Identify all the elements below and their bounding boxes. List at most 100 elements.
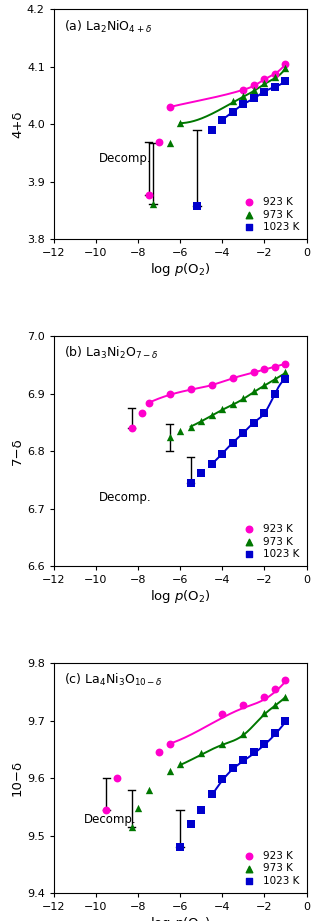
Point <box>272 66 277 81</box>
Point <box>283 56 288 71</box>
Point <box>188 475 193 490</box>
Point <box>209 122 214 137</box>
Point <box>241 88 246 103</box>
Point <box>283 673 288 688</box>
Point <box>140 406 145 421</box>
Point <box>209 787 214 802</box>
Point <box>156 745 161 760</box>
Point <box>230 370 235 385</box>
Point <box>241 697 246 712</box>
Point <box>230 94 235 109</box>
Point <box>220 706 225 721</box>
Point <box>251 83 256 98</box>
Point <box>167 429 172 444</box>
Point <box>262 72 267 87</box>
X-axis label: log $p$(O$_2$): log $p$(O$_2$) <box>150 915 210 921</box>
Point <box>251 415 256 430</box>
Point <box>272 386 277 401</box>
Point <box>283 713 288 728</box>
Point <box>167 386 172 401</box>
Point <box>199 802 204 817</box>
Point <box>209 457 214 472</box>
Point <box>262 736 267 751</box>
Point <box>209 408 214 423</box>
Point <box>272 79 277 94</box>
Point <box>167 736 172 751</box>
Point <box>251 745 256 760</box>
Point <box>262 76 267 90</box>
Point <box>167 135 172 150</box>
Point <box>262 406 267 421</box>
Text: (b) La$_3$Ni$_2$O$_{7-\delta}$: (b) La$_3$Ni$_2$O$_{7-\delta}$ <box>64 345 158 361</box>
Point <box>272 697 277 712</box>
Text: (c) La$_4$Ni$_3$O$_{10-\delta}$: (c) La$_4$Ni$_3$O$_{10-\delta}$ <box>64 672 163 688</box>
Point <box>262 84 267 99</box>
Point <box>251 384 256 399</box>
Point <box>262 705 267 720</box>
Point <box>241 83 246 98</box>
Point <box>104 802 109 817</box>
Point <box>230 104 235 119</box>
X-axis label: log $p$(O$_2$): log $p$(O$_2$) <box>150 262 210 278</box>
Point <box>220 772 225 787</box>
Point <box>241 426 246 440</box>
Point <box>283 61 288 76</box>
Y-axis label: 4+δ: 4+δ <box>11 111 24 138</box>
Point <box>283 689 288 704</box>
Point <box>209 378 214 392</box>
Point <box>272 359 277 374</box>
Point <box>167 99 172 114</box>
Legend: 923 K, 973 K, 1023 K: 923 K, 973 K, 1023 K <box>237 195 301 234</box>
X-axis label: log $p$(O$_2$): log $p$(O$_2$) <box>150 589 210 605</box>
Point <box>167 764 172 778</box>
Y-axis label: 7−δ: 7−δ <box>11 437 24 465</box>
Point <box>188 419 193 434</box>
Point <box>272 726 277 740</box>
Point <box>178 840 183 855</box>
Point <box>188 817 193 832</box>
Point <box>199 414 204 428</box>
Text: Decomp.: Decomp. <box>99 152 152 166</box>
Point <box>251 365 256 379</box>
Point <box>272 371 277 386</box>
Point <box>136 800 141 815</box>
Legend: 923 K, 973 K, 1023 K: 923 K, 973 K, 1023 K <box>237 522 301 561</box>
Point <box>114 771 119 786</box>
Point <box>272 70 277 85</box>
Text: (a) La$_2$NiO$_{4+\delta}$: (a) La$_2$NiO$_{4+\delta}$ <box>64 18 152 34</box>
Point <box>220 446 225 460</box>
Point <box>188 381 193 396</box>
Point <box>194 199 199 214</box>
Point <box>146 187 151 202</box>
Point <box>283 365 288 379</box>
Point <box>251 91 256 106</box>
Point <box>230 436 235 450</box>
Point <box>199 466 204 481</box>
Text: Decomp.: Decomp. <box>84 813 137 826</box>
Point <box>262 689 267 704</box>
Point <box>178 116 183 131</box>
Point <box>283 372 288 387</box>
Point <box>241 391 246 405</box>
Point <box>150 196 155 211</box>
Point <box>129 421 134 436</box>
Point <box>262 378 267 392</box>
Point <box>199 746 204 761</box>
Point <box>241 727 246 741</box>
Point <box>241 97 246 111</box>
Point <box>272 682 277 696</box>
Point <box>220 112 225 127</box>
Point <box>178 424 183 438</box>
Point <box>251 78 256 93</box>
Point <box>230 397 235 412</box>
Point <box>230 761 235 775</box>
Legend: 923 K, 973 K, 1023 K: 923 K, 973 K, 1023 K <box>237 849 301 888</box>
Y-axis label: 10−δ: 10−δ <box>11 760 24 797</box>
Point <box>262 362 267 377</box>
Point <box>156 134 161 149</box>
Point <box>283 356 288 371</box>
Text: Decomp.: Decomp. <box>99 491 152 504</box>
Point <box>178 756 183 771</box>
Point <box>220 402 225 416</box>
Point <box>241 752 246 767</box>
